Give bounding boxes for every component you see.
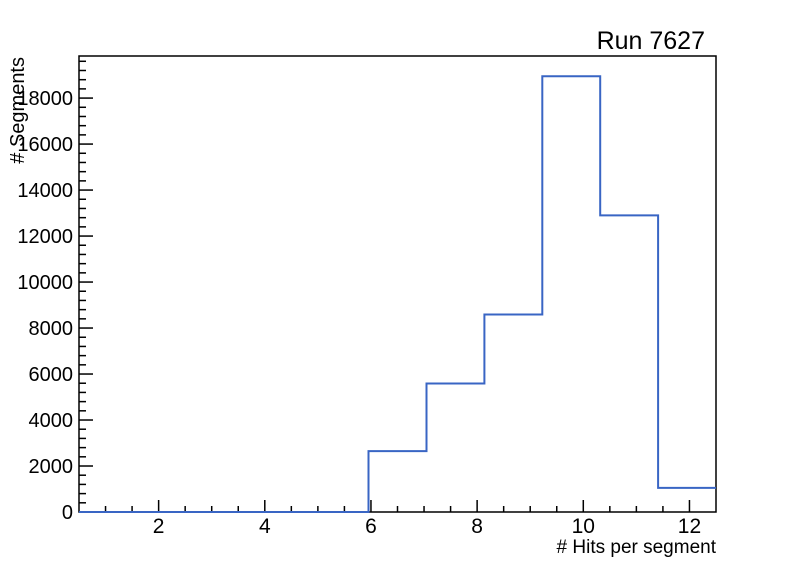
y-tick-label: 6000 <box>29 364 74 386</box>
y-tick-label: 8000 <box>29 318 74 340</box>
axis-tick-labels: 2 4 6 8 10 12 0 2000 4000 6000 8000 10000 12000 14000… <box>17 88 701 538</box>
axis-ticks <box>79 60 691 513</box>
y-tick-label: 2000 <box>29 456 74 478</box>
x-tick-label: 8 <box>471 515 483 538</box>
plot-title: Run 7627 <box>597 27 705 55</box>
x-tick-label: 12 <box>678 515 701 538</box>
y-tick-label: 18000 <box>17 88 73 110</box>
x-tick-label: 6 <box>365 515 377 538</box>
y-tick-label: 4000 <box>29 410 74 432</box>
y-tick-label: 10000 <box>17 272 73 294</box>
x-tick-label: 4 <box>259 515 271 538</box>
y-tick-label: 12000 <box>17 226 73 248</box>
x-axis-title: # Hits per segment <box>557 537 717 558</box>
y-tick-label: 14000 <box>17 180 73 202</box>
y-axis-title: # Segments <box>7 57 29 164</box>
y-tick-label: 0 <box>62 502 73 524</box>
x-tick-label: 2 <box>153 515 165 538</box>
x-tick-label: 10 <box>572 515 595 538</box>
y-tick-label: 16000 <box>17 134 73 156</box>
plot-frame <box>78 55 717 513</box>
histogram-line <box>79 75 716 513</box>
